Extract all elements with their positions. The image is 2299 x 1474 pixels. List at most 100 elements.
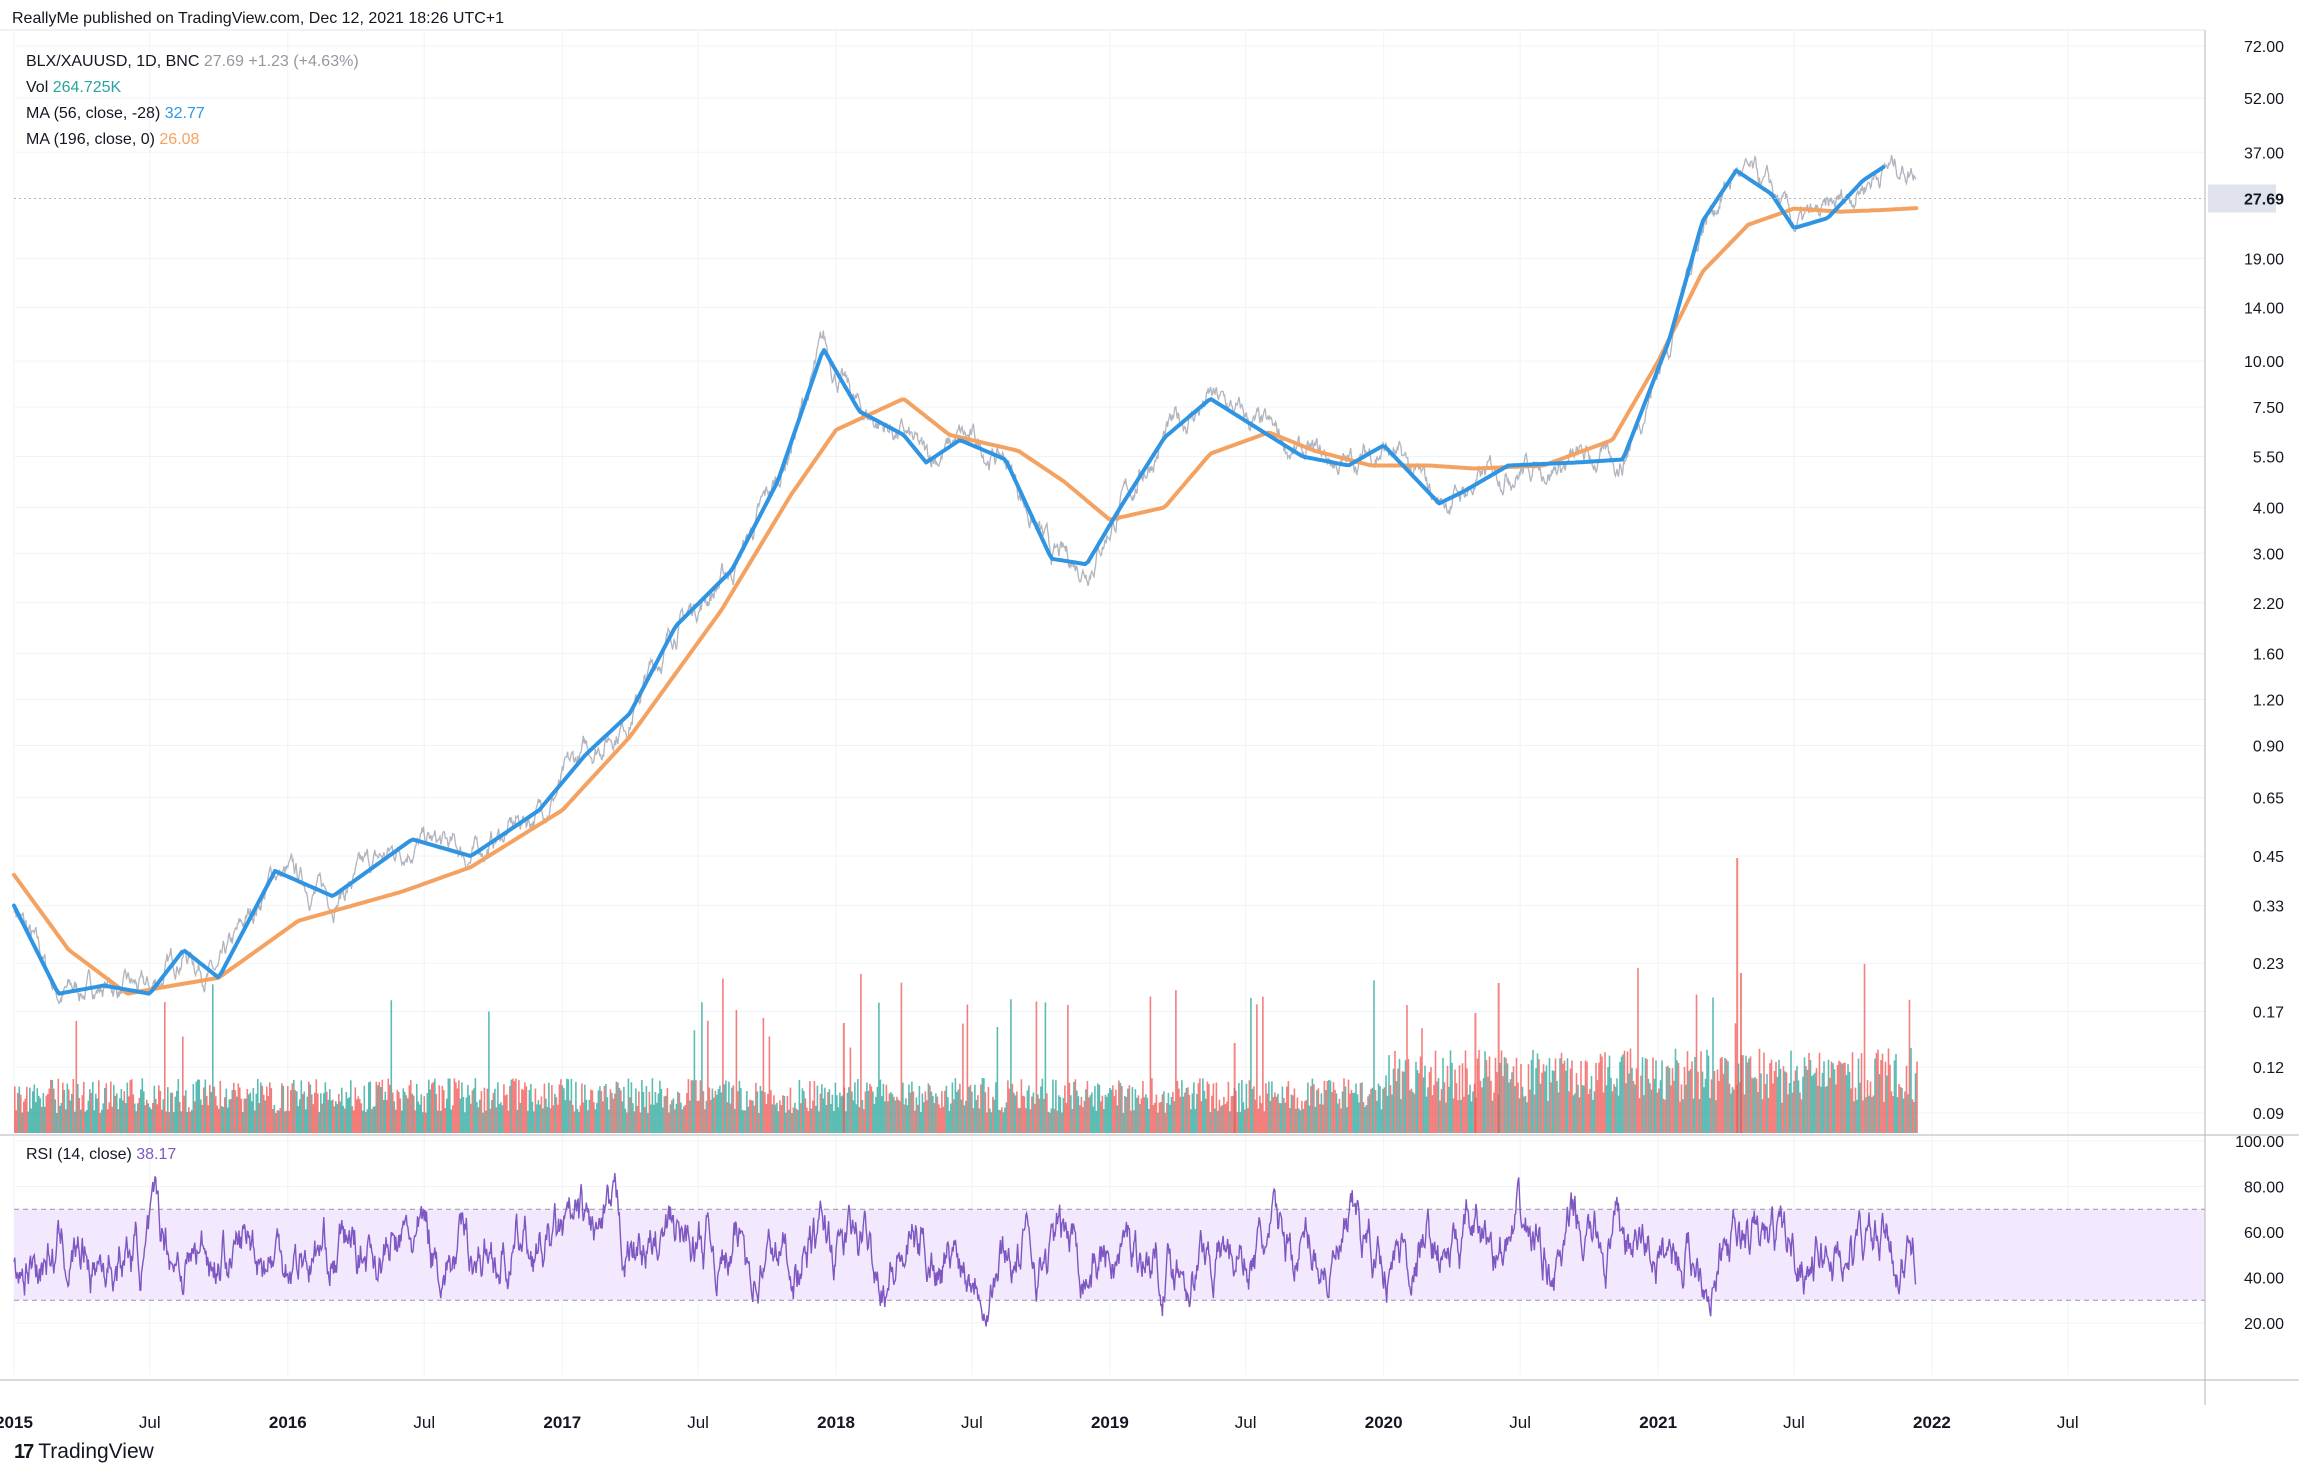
volume-bar xyxy=(281,1083,283,1133)
volume-bar xyxy=(491,1099,493,1133)
volume-bar xyxy=(692,1080,694,1133)
volume-bar xyxy=(918,1086,921,1133)
volume-bar xyxy=(1665,1066,1668,1133)
volume-bar xyxy=(111,1106,114,1133)
price-tick-label: 0.12 xyxy=(2253,1060,2284,1077)
time-tick-label: Jul xyxy=(1235,1413,1257,1432)
volume-bar xyxy=(485,1110,487,1133)
price-tick-label: 3.00 xyxy=(2253,546,2284,563)
volume-bar xyxy=(1416,1070,1419,1133)
volume-bar xyxy=(1025,1108,1027,1133)
volume-bar xyxy=(1685,1084,1687,1133)
volume-spike xyxy=(1736,858,1739,1133)
volume-bar xyxy=(833,1111,835,1133)
tradingview-footer[interactable]: 17 TradingView xyxy=(14,1440,154,1464)
legend-rsi-row: RSI (14, close) 38.17 xyxy=(26,1146,176,1164)
ma196-label[interactable]: MA (196, close, 0) xyxy=(26,131,155,148)
volume-bar xyxy=(1722,1073,1725,1133)
volume-bar xyxy=(167,1087,169,1133)
volume-bar xyxy=(1425,1096,1428,1133)
volume-bar xyxy=(1769,1063,1771,1133)
volume-bar xyxy=(1082,1107,1084,1133)
volume-bar xyxy=(410,1080,412,1133)
time-tick-label: 2015 xyxy=(0,1413,33,1432)
volume-bar xyxy=(1899,1086,1902,1133)
volume-bar xyxy=(83,1082,85,1133)
volume-bar xyxy=(1689,1069,1692,1133)
ma56-label[interactable]: MA (56, close, -28) xyxy=(26,105,161,122)
volume-bar xyxy=(722,978,724,1133)
volume-bar xyxy=(1626,1051,1629,1133)
volume-bar xyxy=(87,1100,90,1133)
volume-bar xyxy=(141,1078,144,1133)
volume-bar xyxy=(1134,1089,1137,1133)
volume-bar xyxy=(810,1108,813,1133)
volume-bar xyxy=(212,984,214,1133)
volume-bar xyxy=(1806,1070,1809,1133)
volume-bar xyxy=(611,1092,613,1133)
volume-bar xyxy=(618,1087,621,1133)
volume-bar xyxy=(1460,1099,1462,1133)
volume-bar xyxy=(1436,1081,1438,1133)
volume-bar xyxy=(1121,1086,1123,1133)
volume-bar xyxy=(1344,1086,1347,1133)
volume-bar xyxy=(567,1079,570,1133)
volume-bar xyxy=(242,1112,244,1133)
volume-bar xyxy=(1080,1096,1083,1133)
symbol-label[interactable]: BLX/XAUUSD, 1D, BNC xyxy=(26,53,200,70)
volume-bar xyxy=(63,1090,66,1133)
volume-bar xyxy=(296,1091,298,1133)
volume-bar xyxy=(392,1092,394,1133)
volume-bar xyxy=(1595,1063,1597,1133)
volume-bar xyxy=(1839,1062,1842,1133)
volume-bar xyxy=(1461,1063,1464,1133)
volume-bar xyxy=(944,1090,946,1133)
volume-bar xyxy=(108,1102,111,1133)
volume-bar xyxy=(14,1086,16,1133)
volume-bar xyxy=(513,1081,516,1133)
volume-bar xyxy=(1226,1101,1228,1133)
volume-bar xyxy=(351,1106,354,1133)
price-tick-label: 4.00 xyxy=(2253,500,2284,517)
volume-bar xyxy=(1415,1061,1417,1133)
rsi-label[interactable]: RSI (14, close) xyxy=(26,1146,132,1163)
volume-bar xyxy=(191,1109,193,1133)
vol-label[interactable]: Vol xyxy=(26,79,49,96)
price-tick-label: 1.60 xyxy=(2253,647,2284,664)
volume-bar xyxy=(1836,1065,1839,1133)
volume-bar xyxy=(1904,1091,1906,1133)
volume-bar xyxy=(983,1078,985,1133)
volume-bar xyxy=(1466,1068,1468,1133)
volume-bar xyxy=(830,1104,832,1133)
volume-bar xyxy=(1100,1101,1102,1133)
volume-bar xyxy=(1043,1098,1045,1133)
volume-bar xyxy=(1302,1108,1305,1133)
volume-bar xyxy=(891,1093,894,1133)
volume-bar xyxy=(1062,1097,1065,1133)
volume-bar xyxy=(1503,1057,1506,1133)
volume-bar xyxy=(1125,1097,1128,1133)
volume-bar xyxy=(134,1103,136,1133)
volume-bar xyxy=(1172,1091,1174,1133)
volume-bar xyxy=(186,1112,189,1133)
volume-bar xyxy=(671,1100,673,1133)
volume-bar xyxy=(411,1093,414,1133)
volume-bar xyxy=(600,1090,603,1133)
volume-bar xyxy=(20,1094,22,1133)
volume-bar xyxy=(900,982,903,1133)
volume-bar xyxy=(737,1091,739,1133)
volume-bar xyxy=(77,1084,79,1133)
volume-bar xyxy=(320,1093,322,1133)
volume-bar xyxy=(1605,1085,1608,1133)
volume-bar xyxy=(221,1106,223,1133)
volume-bar xyxy=(1868,1095,1870,1133)
volume-bar xyxy=(861,1100,864,1133)
volume-bar xyxy=(165,1111,168,1133)
volume-bar xyxy=(606,1097,609,1133)
volume-bar xyxy=(506,1094,508,1133)
volume-bar xyxy=(1862,1100,1864,1133)
volume-bar xyxy=(1533,1094,1536,1133)
volume-bar xyxy=(462,1096,465,1133)
volume-bar xyxy=(428,1079,430,1133)
